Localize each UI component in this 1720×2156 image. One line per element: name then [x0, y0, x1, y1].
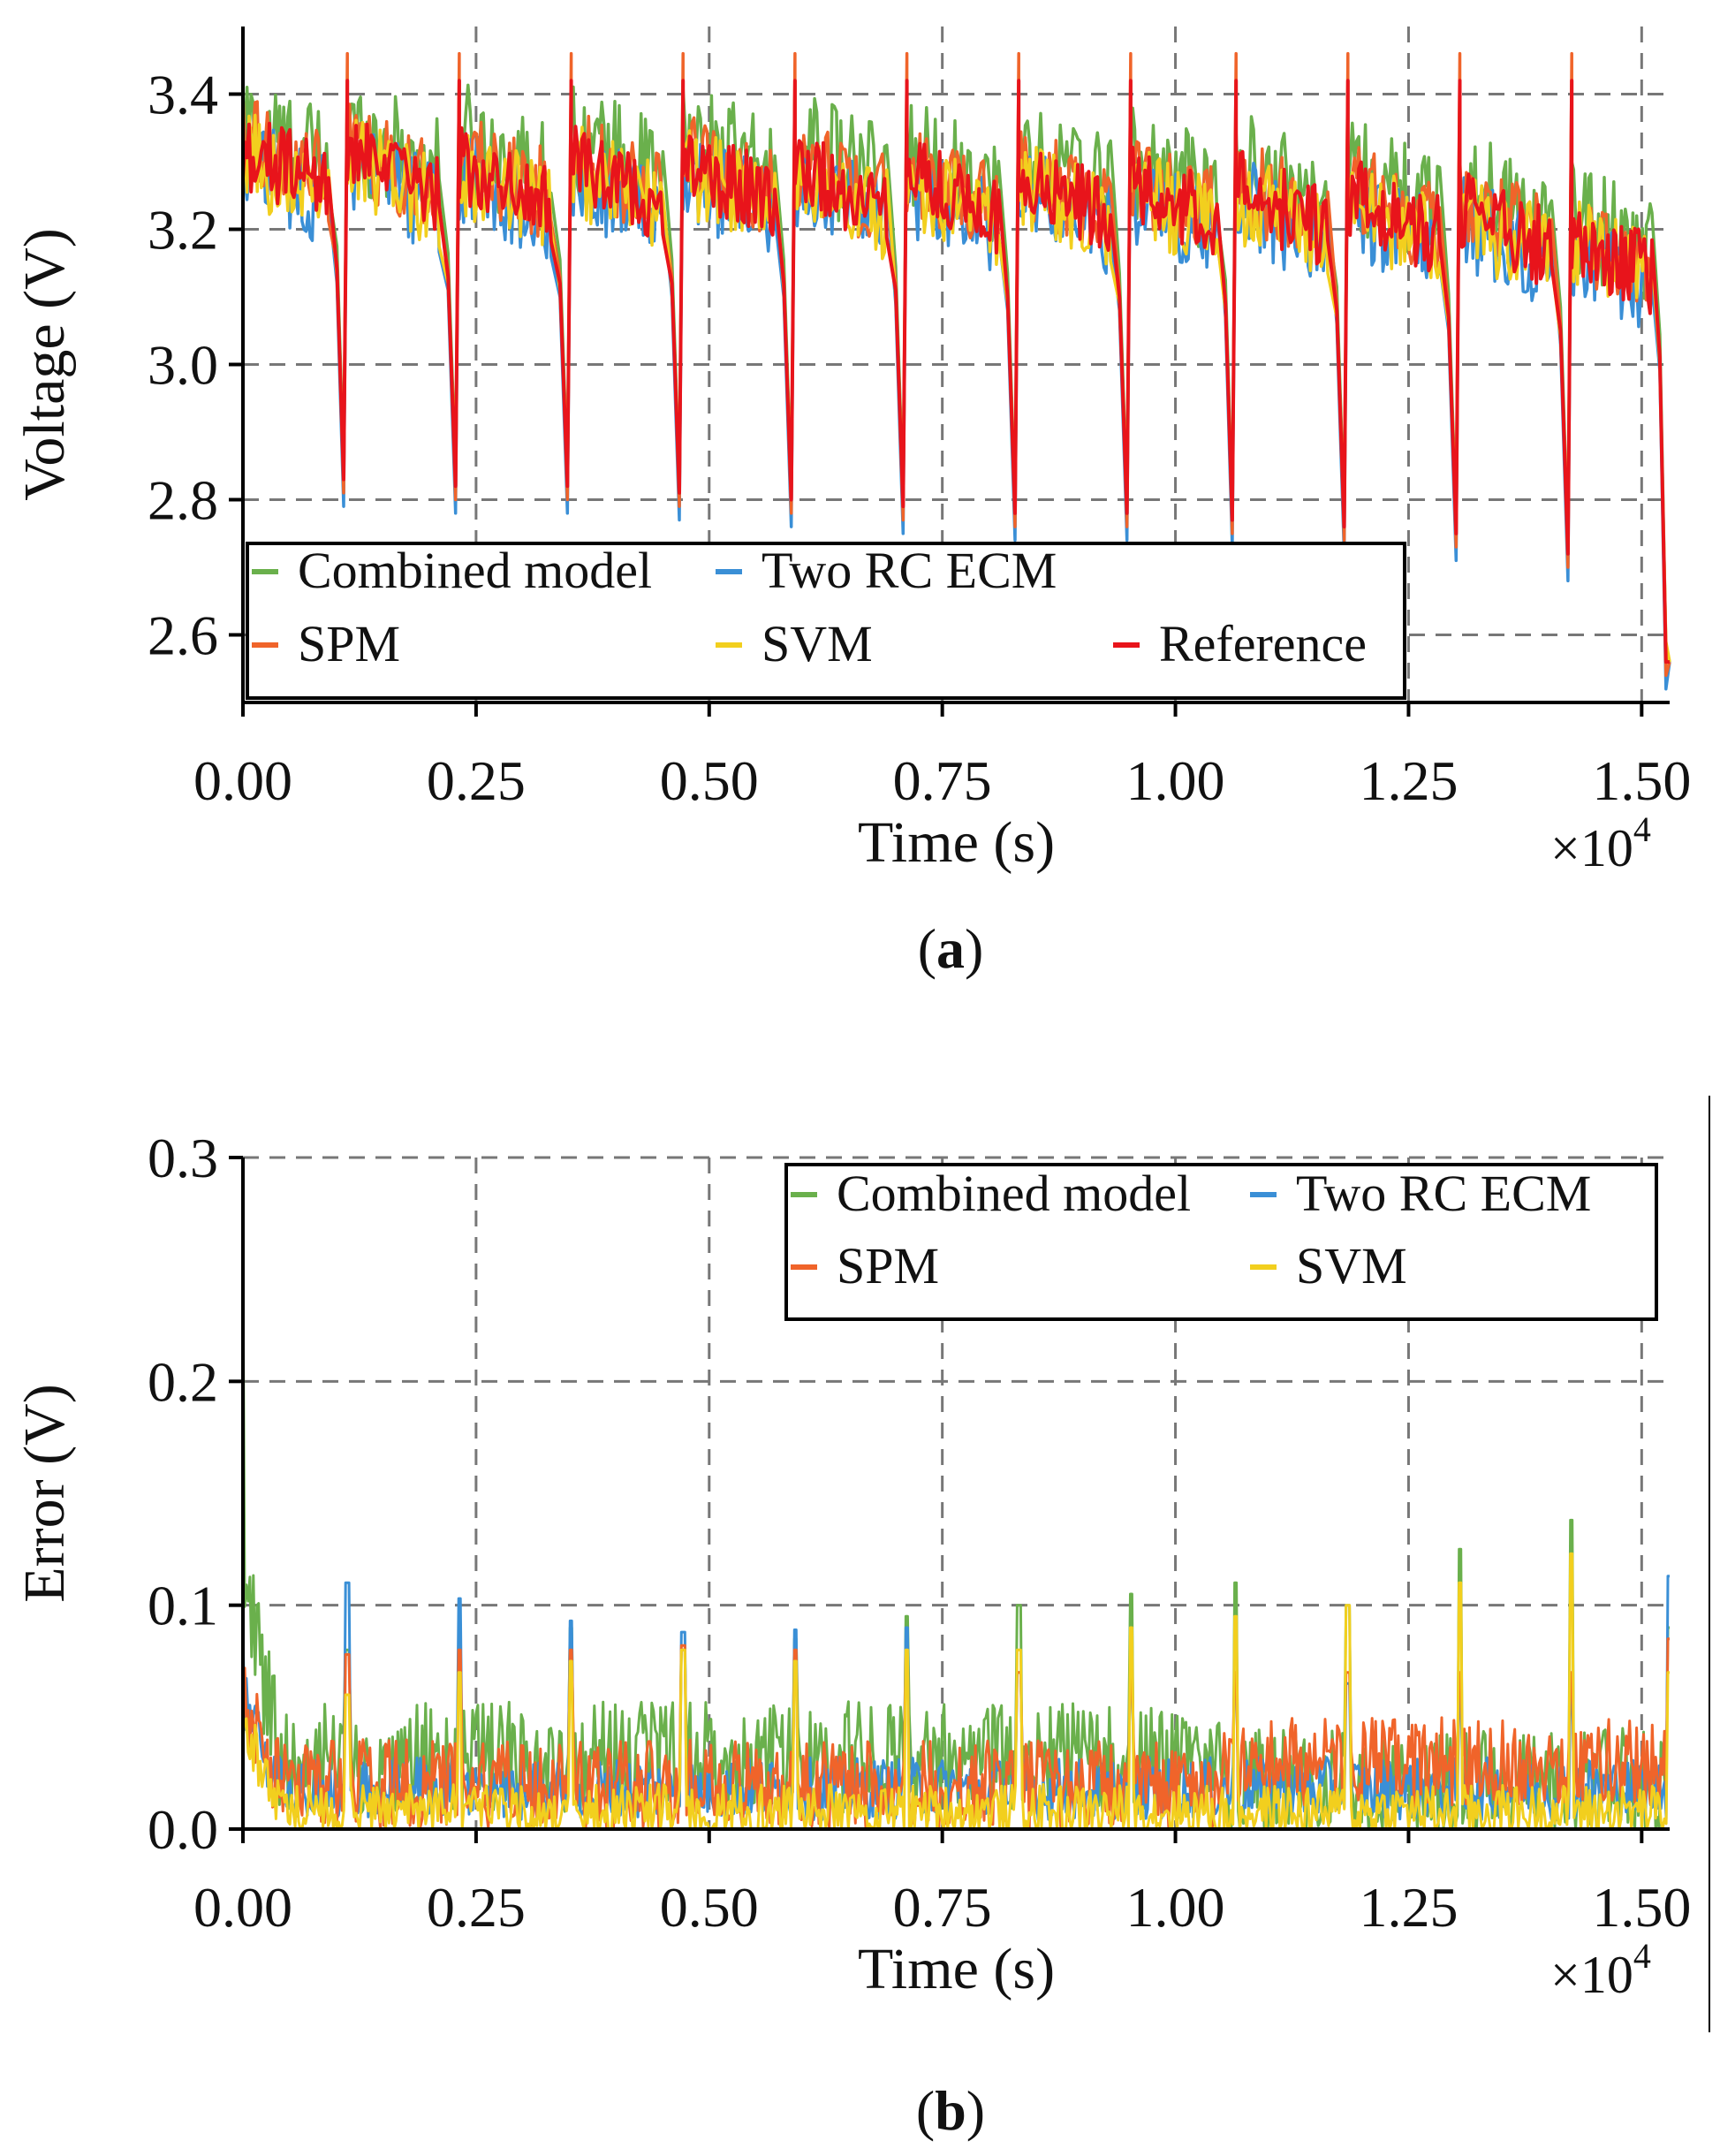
x-tick-label: 0.00: [193, 749, 292, 812]
x-axis-label: Time (s): [858, 810, 1055, 875]
y-tick-label: 0.0: [148, 1798, 218, 1861]
x-tick-label: 0.75: [893, 1876, 992, 1939]
x-multiplier: ×104: [1550, 1936, 1651, 2004]
x-tick-label: 1.25: [1359, 1876, 1458, 1939]
legend-label-ecm: Two RC ECM: [1296, 1165, 1591, 1222]
x-tick-label: 0.50: [660, 1876, 759, 1939]
y-tick-label: 3.2: [148, 199, 218, 262]
legend-box: [246, 542, 1406, 700]
chart-caption: (b): [916, 2079, 985, 2142]
x-tick-label: 1.25: [1359, 749, 1458, 812]
legend-label-combined: Combined model: [298, 542, 652, 599]
x-tick-label: 0.00: [193, 1876, 292, 1939]
x-tick-label: 1.50: [1592, 1876, 1691, 1939]
y-tick-label: 0.3: [148, 1127, 218, 1189]
legend: Combined model Two RC ECM SPM SVM: [784, 1163, 1658, 1321]
y-axis-label: Voltage (V): [12, 228, 77, 501]
x-tick-label: 0.75: [893, 749, 992, 812]
legend-label-spm: SPM: [298, 615, 400, 672]
y-tick-label: 0.1: [148, 1575, 218, 1637]
y-tick-label: 2.6: [148, 604, 218, 667]
chart-b: 0.00 0.25 0.50 0.75 1.00 1.25 1.50 0.0 0.1 0.2 0.3…: [12, 1127, 1691, 2142]
legend-label-reference: Reference: [1159, 615, 1367, 672]
y-tick-label: 3.0: [148, 334, 218, 397]
x-axis-label: Time (s): [858, 1937, 1055, 2001]
legend-label-combined: Combined model: [837, 1165, 1191, 1222]
chart-caption: (a): [918, 917, 984, 980]
x-multiplier: ×104: [1550, 809, 1651, 877]
legend-label-svm: SVM: [1296, 1237, 1407, 1294]
series-line-spm: [241, 1637, 1670, 1831]
legend-label-spm: SPM: [837, 1237, 939, 1294]
plot-area: [241, 1257, 1670, 1831]
legend-label-svm: SVM: [761, 615, 873, 672]
y-tick-label: 3.4: [148, 64, 218, 126]
legend-box: [784, 1163, 1658, 1321]
legend-label-ecm: Two RC ECM: [761, 542, 1057, 599]
y-tick-label: 2.8: [148, 469, 218, 532]
y-axis-label: Error (V): [12, 1384, 77, 1602]
series-line-svm: [241, 1552, 1670, 1831]
series-line-reference: [241, 79, 1670, 664]
x-tick-label: 0.25: [427, 749, 526, 812]
plot-area: [241, 51, 1671, 691]
x-tick-label: 1.50: [1592, 749, 1691, 812]
x-tick-label: 0.25: [427, 1876, 526, 1939]
y-tick-label: 0.2: [148, 1350, 218, 1413]
x-tick-label: 1.00: [1126, 1876, 1225, 1939]
legend: Combined model Two RC ECM SPM SVM Reference: [246, 542, 1406, 700]
x-tick-label: 1.00: [1126, 749, 1225, 812]
chart-a: 0.00 0.25 0.50 0.75 1.00 1.25 1.50 2.6 2.8 3.0 3.2…: [12, 27, 1691, 980]
x-tick-label: 0.50: [660, 749, 759, 812]
